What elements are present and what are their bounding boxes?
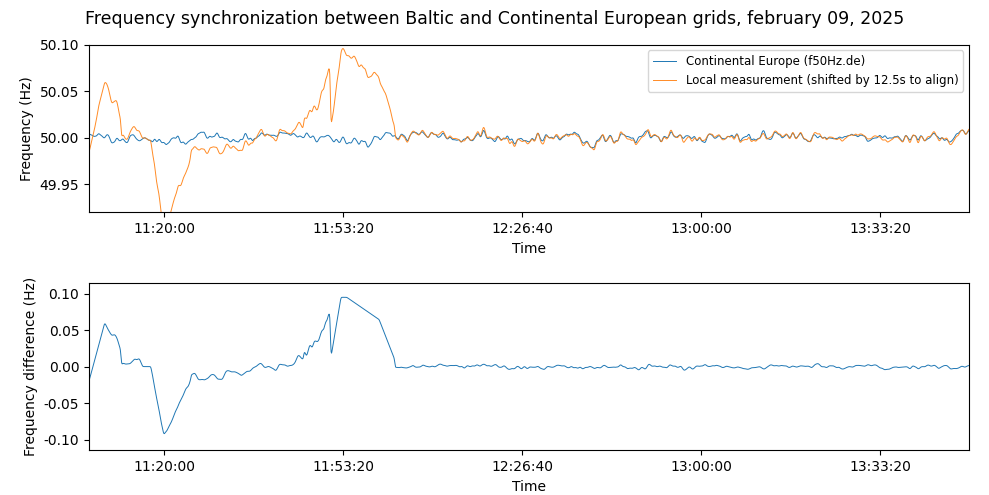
Line: Local measurement (shifted by 12.5s to align): Local measurement (shifted by 12.5s to a… (89, 49, 969, 229)
Continental Europe (f50Hz.de) (548, 135, 560, 141)
Local measurement (shifted by 12.5s to align) (685, 138, 697, 144)
Continental Europe (f50Hz.de) (587, 145, 599, 150)
Continental Europe (f50Hz.de) (963, 128, 975, 134)
Local measurement (shifted by 12.5s to align) (462, 134, 474, 140)
Local measurement (shifted by 12.5s to align) (549, 135, 561, 141)
Local measurement (shifted by 12.5s to align) (131, 127, 142, 133)
Legend: Continental Europe (f50Hz.de), Local measurement (shifted by 12.5s to align): Continental Europe (f50Hz.de), Local mea… (648, 50, 963, 92)
Continental Europe (f50Hz.de) (131, 136, 142, 142)
Continental Europe (f50Hz.de) (685, 135, 697, 141)
Continental Europe (f50Hz.de) (218, 135, 229, 141)
Y-axis label: Frequency (Hz): Frequency (Hz) (20, 76, 34, 181)
Local measurement (shifted by 12.5s to align) (963, 126, 975, 132)
Continental Europe (f50Hz.de) (956, 127, 968, 133)
Local measurement (shifted by 12.5s to align) (337, 46, 349, 51)
Line: Continental Europe (f50Hz.de): Continental Europe (f50Hz.de) (89, 130, 969, 148)
Continental Europe (f50Hz.de) (461, 135, 473, 141)
Y-axis label: Frequency difference (Hz): Frequency difference (Hz) (24, 277, 39, 456)
Text: Frequency synchronization between Baltic and Continental European grids, februar: Frequency synchronization between Baltic… (85, 10, 904, 28)
X-axis label: Time: Time (512, 480, 546, 494)
Local measurement (shifted by 12.5s to align) (218, 148, 229, 153)
X-axis label: Time: Time (512, 242, 546, 255)
Continental Europe (f50Hz.de) (83, 131, 95, 137)
Local measurement (shifted by 12.5s to align) (681, 134, 693, 140)
Local measurement (shifted by 12.5s to align) (158, 226, 170, 232)
Local measurement (shifted by 12.5s to align) (83, 148, 95, 154)
Continental Europe (f50Hz.de) (681, 133, 693, 139)
